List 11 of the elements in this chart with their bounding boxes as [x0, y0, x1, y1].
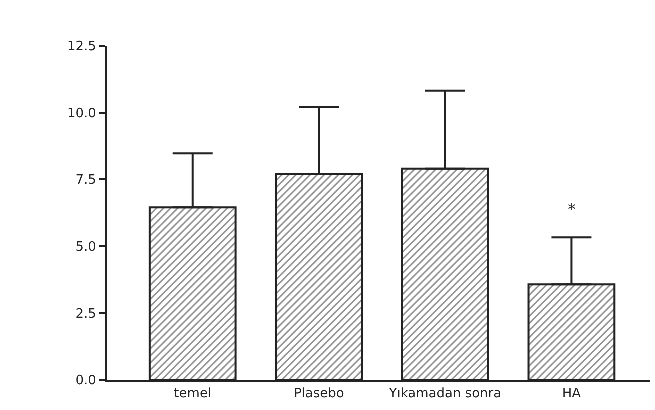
x-tick-label: Yıkamadan sonra [388, 386, 502, 402]
y-tick-label: 2.5 [76, 306, 96, 322]
y-tick-label: 10.0 [67, 106, 96, 122]
y-tick-label: 7.5 [76, 173, 96, 188]
y-tick-label: 12.5 [67, 40, 96, 55]
x-tick-label: Plasebo [294, 386, 344, 402]
y-tick-label: 5.0 [76, 240, 96, 255]
annotation: * [568, 200, 576, 219]
x-tick-label: temel [174, 386, 212, 402]
x-tick-label: HA [562, 386, 582, 402]
y-tick-label: 0.0 [76, 374, 96, 389]
